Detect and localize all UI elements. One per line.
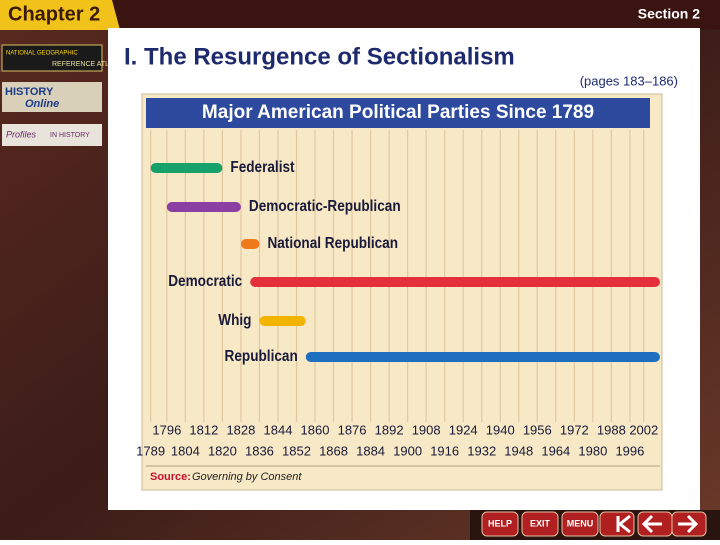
party-bar: [259, 316, 306, 326]
sidebar-item: HISTORY: [5, 86, 54, 98]
sidebar-item: NATIONAL GEOGRAPHIC: [6, 51, 78, 57]
x-tick-label: 1892: [375, 422, 404, 437]
x-tick-label: 1844: [264, 422, 293, 437]
party-bar: [305, 352, 660, 362]
x-tick-label: 1972: [560, 422, 589, 437]
x-tick-label: 1836: [245, 443, 274, 458]
party-label: Federalist: [230, 159, 294, 176]
nav-button-label: EXIT: [530, 518, 551, 528]
party-label: Whig: [218, 312, 251, 329]
x-tick-label: 1956: [523, 422, 552, 437]
nav-button-label: MENU: [567, 518, 594, 528]
x-tick-label: 1796: [152, 422, 181, 437]
x-tick-label: 1820: [208, 443, 237, 458]
x-tick-label: 1916: [430, 443, 459, 458]
x-tick-label: 1900: [393, 443, 422, 458]
nav-button[interactable]: [521, 511, 559, 537]
x-tick-label: 1948: [504, 443, 533, 458]
party-bar: [240, 239, 260, 249]
profiles-button[interactable]: [2, 124, 102, 146]
party-label: Democratic-Republican: [249, 198, 401, 215]
x-tick-label: 1852: [282, 443, 311, 458]
x-tick-label: 1876: [338, 422, 367, 437]
party-bar: [166, 202, 241, 212]
party-bar: [150, 163, 223, 173]
x-tick-label: 1908: [412, 422, 441, 437]
x-tick-label: 1980: [578, 443, 607, 458]
party-bar: [250, 277, 660, 287]
party-label: National Republican: [267, 235, 398, 252]
atlas-button[interactable]: [1, 44, 103, 72]
sidebar-item: IN HISTORY: [50, 132, 90, 139]
party-label: Republican: [225, 348, 298, 365]
sidebar-item: Profiles: [6, 129, 37, 139]
x-tick-label: 1804: [171, 443, 200, 458]
nav-button[interactable]: [561, 511, 599, 537]
x-tick-label: 1860: [301, 422, 330, 437]
x-tick-label: 1988: [597, 422, 626, 437]
slide-subtitle: (pages 183–186): [580, 73, 678, 88]
x-tick-label: 1884: [356, 443, 385, 458]
x-tick-label: 1789: [136, 443, 165, 458]
nav-button-label: HELP: [488, 518, 512, 528]
x-tick-label: 1996: [615, 443, 644, 458]
chart-title: Major American Political Parties Since 1…: [202, 102, 594, 123]
history-online-button[interactable]: [2, 82, 102, 112]
chapter-tab: [0, 0, 120, 30]
x-tick-label: 2002: [629, 422, 658, 437]
party-label: Democratic: [168, 273, 242, 290]
chart-frame: [141, 93, 663, 491]
nav-button[interactable]: [481, 511, 519, 537]
chapter-label: Chapter 2: [8, 3, 100, 25]
chart-header: [146, 98, 650, 128]
nav-arrow-icon: [616, 514, 631, 534]
x-tick-label: 1940: [486, 422, 515, 437]
x-tick-label: 1868: [319, 443, 348, 458]
sidebar-item: Online: [25, 98, 59, 110]
x-tick-label: 1812: [189, 422, 218, 437]
source-label: Source:: [150, 471, 191, 483]
nav-arrow-icon: [641, 514, 662, 534]
sidebar-item: REFERENCE ATLAS: [52, 61, 119, 68]
x-tick-label: 1932: [467, 443, 496, 458]
x-tick-label: 1964: [541, 443, 570, 458]
slide-title: I. The Resurgence of Sectionalism: [124, 43, 515, 70]
nav-arrow-icon: [678, 514, 699, 534]
section-label: Section 2: [638, 6, 700, 22]
x-tick-label: 1924: [449, 422, 478, 437]
source-text: Governing by Consent: [192, 471, 302, 483]
top-bar: [0, 0, 720, 30]
x-tick-label: 1828: [226, 422, 255, 437]
